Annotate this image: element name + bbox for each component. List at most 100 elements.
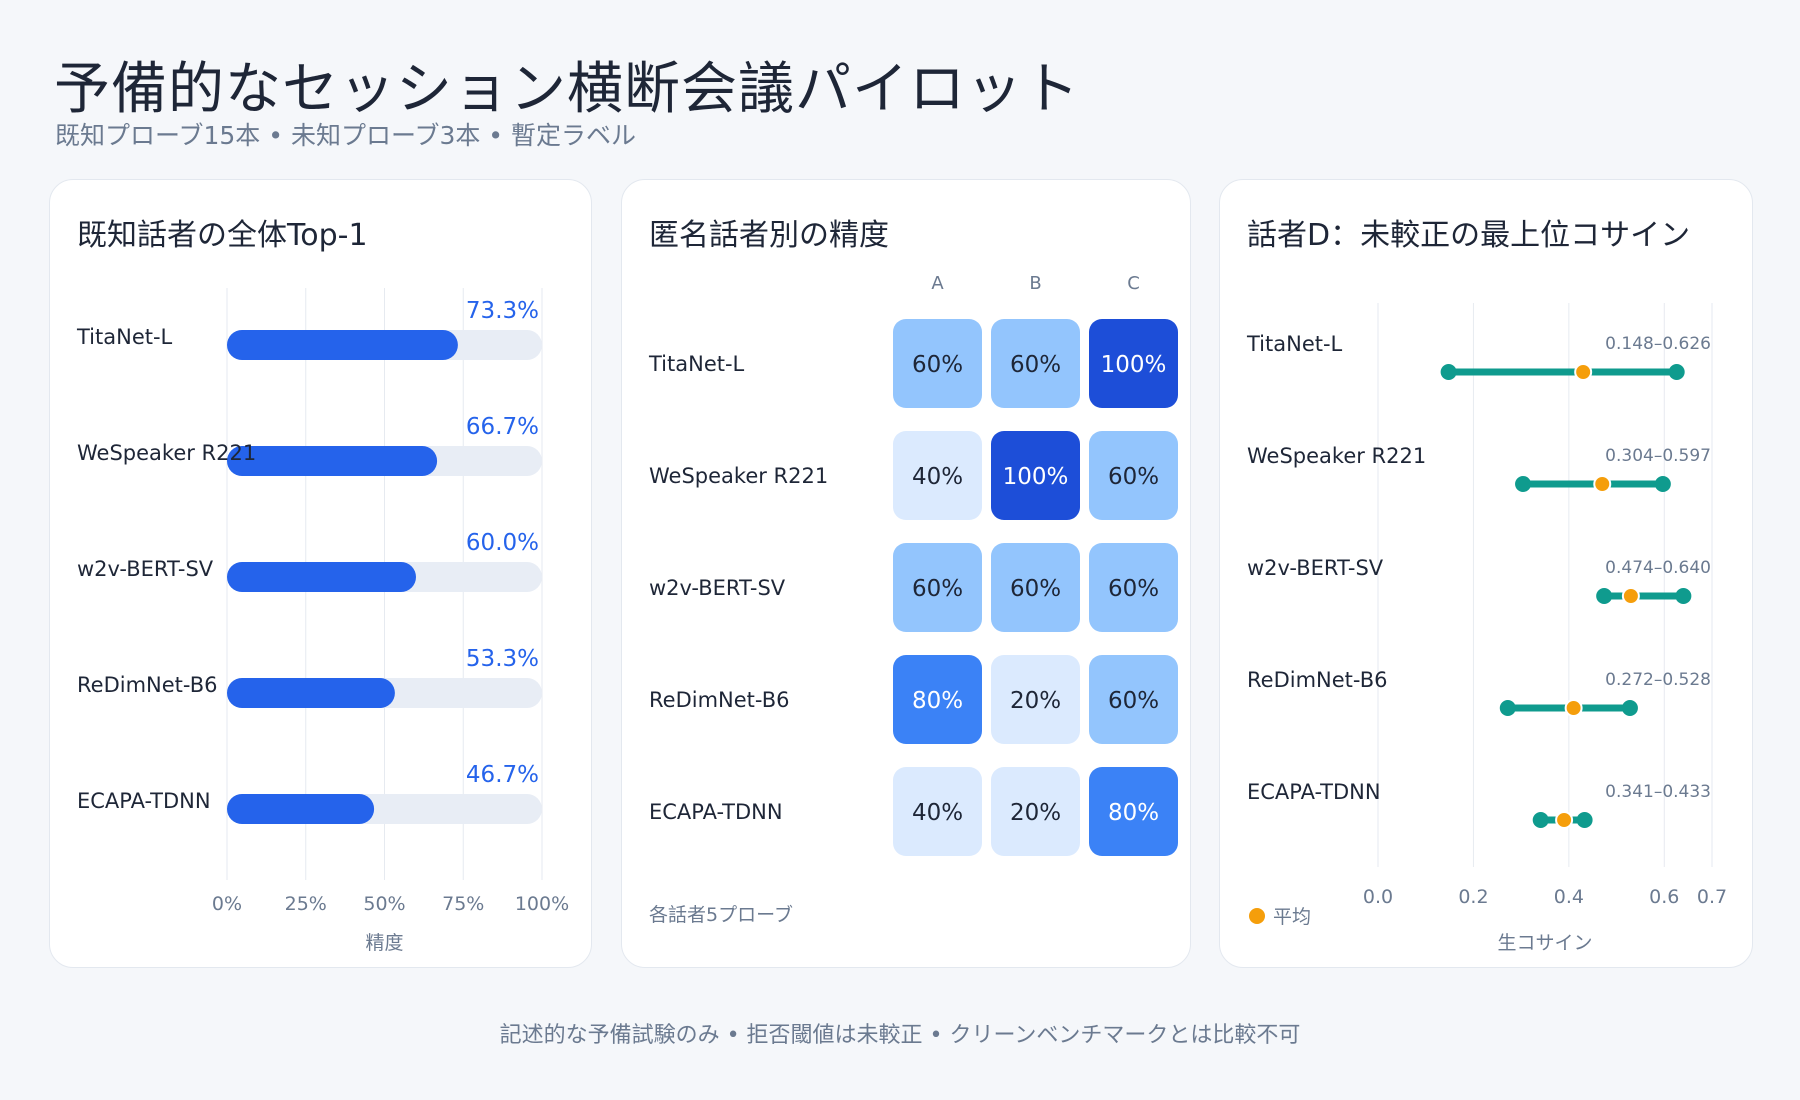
value-label: 53.3% (466, 646, 539, 672)
value-label: 66.7% (466, 414, 539, 440)
heatmap-cell (893, 655, 982, 744)
category-label: ReDimNet-B6 (1247, 668, 1388, 692)
cell-label: 100% (1101, 352, 1167, 378)
mean-point (1621, 587, 1640, 605)
cell-label: 60% (912, 352, 963, 378)
heatmap-cell (991, 767, 1080, 856)
heatmap-cell (991, 319, 1080, 408)
max-point (1668, 364, 1685, 380)
range-label: 0.474–0.640 (1605, 558, 1711, 578)
value-label: 60.0% (466, 530, 539, 556)
column-label: A (931, 273, 944, 294)
column-label: C (1127, 273, 1140, 294)
x-tick-label: 0% (212, 893, 242, 915)
min-point (1440, 364, 1457, 380)
legend-marker (1249, 908, 1265, 924)
bar (227, 330, 458, 360)
min-point (1532, 812, 1549, 828)
x-tick-label: 50% (363, 893, 405, 915)
heatmap-cell (991, 431, 1080, 520)
x-tick-label: 0.7 (1697, 886, 1727, 908)
category-label: ECAPA-TDNN (1247, 780, 1381, 804)
min-point (1499, 700, 1516, 716)
row-label: w2v-BERT-SV (649, 576, 786, 600)
category-label: WeSpeaker R221 (1247, 444, 1426, 468)
x-tick-label: 25% (285, 893, 327, 915)
row-label: ReDimNet-B6 (649, 688, 790, 712)
mean-point (1564, 699, 1583, 717)
value-label: 73.3% (466, 298, 539, 324)
mean-point (1574, 363, 1593, 381)
range-label: 0.148–0.626 (1605, 334, 1711, 354)
page-subtitle: 既知プローブ15本 • 未知プローブ3本 • 暫定ラベル (55, 121, 636, 150)
range-label: 0.272–0.528 (1605, 670, 1711, 690)
range-label: 0.341–0.433 (1605, 782, 1711, 802)
bar (227, 794, 375, 824)
overall-top1-card: 既知話者の全体Top-1 0% 25% 50% 75% 100% 精度 TitaNet-L 7… (49, 179, 592, 968)
per-speaker-accuracy-heatmap: A B C TitaNet-L 60% 60% 100% WeSpeaker R221 40% 1… (648, 273, 1178, 926)
max-point (1621, 700, 1638, 716)
heatmap-cell (1089, 431, 1178, 520)
cell-label: 60% (1108, 464, 1159, 490)
cell-label: 40% (912, 464, 963, 490)
value-label: 46.7% (466, 762, 539, 788)
heatmap-cell (1089, 543, 1178, 632)
category-label: TitaNet-L (1246, 332, 1343, 356)
column-label: B (1029, 273, 1041, 294)
cell-label: 80% (1108, 800, 1159, 826)
bar (227, 678, 395, 708)
cell-label: 60% (1010, 576, 1061, 602)
cell-label: 20% (1010, 688, 1061, 714)
row-label: TitaNet-L (648, 352, 745, 376)
overall-top1-bar-chart: 0% 25% 50% 75% 100% 精度 TitaNet-L 73.3% WeSpeaker… (76, 288, 569, 954)
heatmap-cell (893, 767, 982, 856)
max-point (1675, 588, 1692, 604)
category-label: w2v-BERT-SV (1247, 556, 1384, 580)
cell-label: 60% (1010, 352, 1061, 378)
category-label: WeSpeaker R221 (77, 441, 256, 465)
cell-label: 100% (1003, 464, 1069, 490)
heatmap-cell (893, 543, 982, 632)
cell-label: 60% (912, 576, 963, 602)
bar (227, 562, 416, 592)
mean-point (1593, 475, 1612, 493)
cell-label: 80% (912, 688, 963, 714)
x-tick-label: 75% (442, 893, 484, 915)
speaker-d-cosine-range-chart: 0.0 0.2 0.4 0.6 0.7 生コサイン TitaNet-L 0.148–0.626… (1246, 303, 1727, 954)
x-axis-label: 精度 (365, 932, 403, 954)
legend-label: 平均 (1273, 906, 1311, 928)
mean-point (1555, 811, 1574, 829)
category-label: w2v-BERT-SV (77, 557, 214, 581)
page-title: 予備的なセッション横断会議パイロット (54, 57, 1080, 122)
heatmap-cell (991, 543, 1080, 632)
footer-note: 記述的な予備試験のみ • 拒否閾値は未較正 • クリーンベンチマークとは比較不可 (499, 1023, 1301, 1048)
cell-label: 60% (1108, 688, 1159, 714)
category-label: ReDimNet-B6 (77, 673, 218, 697)
bar (227, 446, 438, 476)
heatmap-note: 各話者5プローブ (649, 903, 793, 926)
x-tick-label: 0.2 (1458, 886, 1488, 908)
heatmap-cell (1089, 319, 1178, 408)
x-tick-label: 100% (515, 893, 569, 915)
min-point (1515, 476, 1532, 492)
heatmap-cell (893, 431, 982, 520)
speaker-d-cosine-title: 話者D：未較正の最上位コサイン (1247, 218, 1691, 253)
row-label: ECAPA-TDNN (649, 800, 783, 824)
x-tick-label: 0.0 (1363, 886, 1393, 908)
row-label: WeSpeaker R221 (649, 464, 828, 488)
cell-label: 40% (912, 800, 963, 826)
x-axis-label: 生コサイン (1497, 932, 1592, 954)
category-label: ECAPA-TDNN (77, 789, 211, 813)
speaker-d-cosine-card: 話者D：未較正の最上位コサイン 0.0 0.2 0.4 0.6 0.7 生コサイン Tita… (1219, 179, 1753, 968)
heatmap-cell (893, 319, 982, 408)
min-point (1596, 588, 1613, 604)
heatmap-cell (991, 655, 1080, 744)
range-label: 0.304–0.597 (1605, 446, 1711, 466)
max-point (1654, 476, 1671, 492)
x-tick-label: 0.6 (1649, 886, 1679, 908)
cell-label: 20% (1010, 800, 1061, 826)
max-point (1576, 812, 1593, 828)
per-speaker-accuracy-card: 匿名話者別の精度 A B C TitaNet-L 60% 60% 100% WeSpeaker… (621, 179, 1191, 968)
cell-label: 60% (1108, 576, 1159, 602)
overall-top1-title: 既知話者の全体Top-1 (77, 218, 368, 253)
